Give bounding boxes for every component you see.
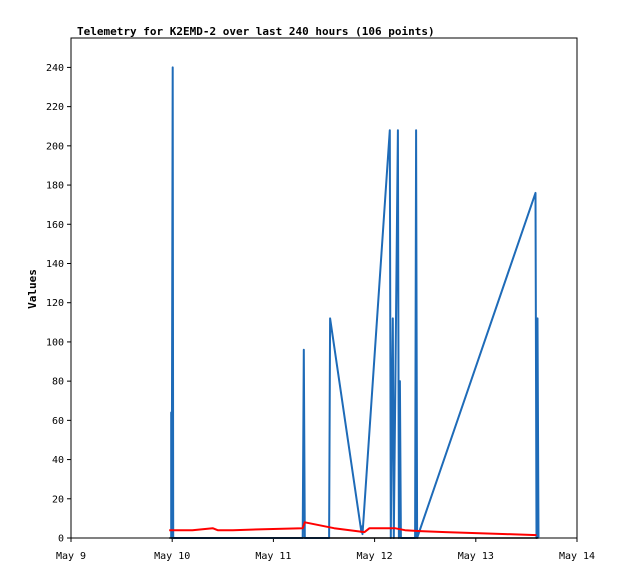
y-tick-label: 0 [58, 534, 64, 545]
x-tick-label: May 12 [357, 551, 393, 562]
y-tick-label: 220 [46, 102, 64, 113]
series-layer [169, 66, 540, 539]
chart-title: Telemetry for K2EMD-2 over last 240 hour… [77, 25, 435, 38]
series-line-2 [169, 521, 537, 537]
series-line-1 [170, 66, 540, 539]
y-tick-label: 160 [46, 220, 64, 231]
x-tick-label: May 13 [458, 551, 494, 562]
y-tick-label: 140 [46, 259, 64, 270]
x-tick-label: May 11 [255, 551, 291, 562]
plot-area-frame [70, 37, 578, 539]
y-axis-label: Values [26, 269, 39, 309]
y-tick-label: 120 [46, 298, 64, 309]
y-tick-label: 200 [46, 141, 64, 152]
y-tick-label: 20 [52, 494, 64, 505]
y-axis-ticks: 0 20 40 60 80 100 120 140 160 180 200 220 240 [46, 63, 71, 545]
y-tick-label: 80 [52, 377, 64, 388]
x-tick-label: May 10 [154, 551, 190, 562]
y-tick-label: 40 [52, 455, 64, 466]
x-axis-ticks: May 9 May 10 May 11 May 12 May 13 May 14 [56, 538, 595, 562]
y-tick-label: 60 [52, 416, 64, 427]
x-tick-label: May 9 [56, 551, 86, 562]
x-tick-label: May 14 [559, 551, 595, 562]
y-tick-label: 100 [46, 337, 64, 348]
y-tick-label: 180 [46, 181, 64, 192]
y-tick-label: 240 [46, 63, 64, 74]
